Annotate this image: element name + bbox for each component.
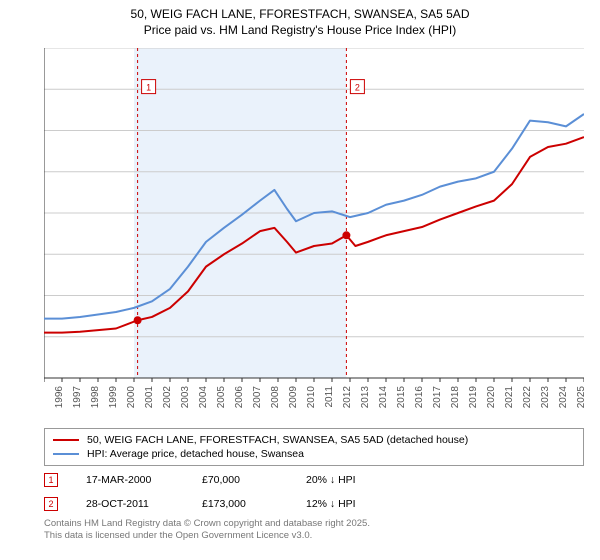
svg-text:1997: 1997 xyxy=(72,386,83,409)
event-row: 2 28-OCT-2011 £173,000 12% ↓ HPI xyxy=(44,492,584,516)
svg-text:2009: 2009 xyxy=(288,386,299,409)
svg-text:2005: 2005 xyxy=(216,386,227,409)
svg-text:2000: 2000 xyxy=(126,386,137,409)
svg-text:2013: 2013 xyxy=(360,386,371,409)
chart-container: 50, WEIG FACH LANE, FFORESTFACH, SWANSEA… xyxy=(0,0,600,560)
license-line-1: Contains HM Land Registry data © Crown c… xyxy=(44,518,584,530)
event-marker: 1 xyxy=(44,473,58,487)
legend-label: HPI: Average price, detached house, Swan… xyxy=(87,448,304,460)
svg-text:2010: 2010 xyxy=(306,386,317,409)
svg-text:2007: 2007 xyxy=(252,386,263,409)
license-text: Contains HM Land Registry data © Crown c… xyxy=(44,518,584,543)
svg-text:2020: 2020 xyxy=(486,386,497,409)
event-row: 1 17-MAR-2000 £70,000 20% ↓ HPI xyxy=(44,468,584,492)
svg-text:1: 1 xyxy=(146,83,151,93)
svg-text:2008: 2008 xyxy=(270,386,281,409)
svg-text:2017: 2017 xyxy=(432,386,443,409)
event-date: 17-MAR-2000 xyxy=(86,474,174,486)
svg-text:2001: 2001 xyxy=(144,386,155,409)
svg-text:2012: 2012 xyxy=(342,386,353,409)
svg-text:1998: 1998 xyxy=(90,386,101,409)
title-block: 50, WEIG FACH LANE, FFORESTFACH, SWANSEA… xyxy=(0,0,600,38)
line-chart-svg: £0£50K£100K£150K£200K£250K£300K£350K£400… xyxy=(44,48,584,418)
legend-swatch xyxy=(53,453,79,455)
event-delta: 20% ↓ HPI xyxy=(306,474,356,486)
svg-text:2003: 2003 xyxy=(180,386,191,409)
events-table: 1 17-MAR-2000 £70,000 20% ↓ HPI 2 28-OCT-2011… xyxy=(44,468,584,516)
legend-row: HPI: Average price, detached house, Swan… xyxy=(53,447,575,461)
svg-text:2023: 2023 xyxy=(540,386,551,409)
svg-text:2014: 2014 xyxy=(378,386,389,409)
svg-text:2021: 2021 xyxy=(504,386,515,409)
svg-text:2004: 2004 xyxy=(198,386,209,409)
legend-swatch xyxy=(53,439,79,441)
legend-row: 50, WEIG FACH LANE, FFORESTFACH, SWANSEA… xyxy=(53,433,575,447)
event-date: 28-OCT-2011 xyxy=(86,498,174,510)
svg-text:2025: 2025 xyxy=(576,386,584,409)
svg-text:2018: 2018 xyxy=(450,386,461,409)
svg-text:1999: 1999 xyxy=(108,386,119,409)
svg-text:2006: 2006 xyxy=(234,386,245,409)
svg-text:2: 2 xyxy=(355,83,360,93)
title-line-2: Price paid vs. HM Land Registry's House … xyxy=(0,22,600,38)
svg-text:2015: 2015 xyxy=(396,386,407,409)
chart-area: £0£50K£100K£150K£200K£250K£300K£350K£400… xyxy=(44,48,584,418)
svg-text:2024: 2024 xyxy=(558,386,569,409)
event-marker: 2 xyxy=(44,497,58,511)
svg-text:2022: 2022 xyxy=(522,386,533,409)
license-line-2: This data is licensed under the Open Gov… xyxy=(44,530,584,542)
event-delta: 12% ↓ HPI xyxy=(306,498,356,510)
event-price: £70,000 xyxy=(202,474,278,486)
title-line-1: 50, WEIG FACH LANE, FFORESTFACH, SWANSEA… xyxy=(0,6,600,22)
svg-text:2016: 2016 xyxy=(414,386,425,409)
svg-text:1996: 1996 xyxy=(54,386,65,409)
event-price: £173,000 xyxy=(202,498,278,510)
svg-text:2011: 2011 xyxy=(324,386,335,408)
legend-box: 50, WEIG FACH LANE, FFORESTFACH, SWANSEA… xyxy=(44,428,584,466)
svg-text:2019: 2019 xyxy=(468,386,479,409)
svg-text:1995: 1995 xyxy=(44,386,47,409)
svg-text:2002: 2002 xyxy=(162,386,173,409)
legend-label: 50, WEIG FACH LANE, FFORESTFACH, SWANSEA… xyxy=(87,434,468,446)
